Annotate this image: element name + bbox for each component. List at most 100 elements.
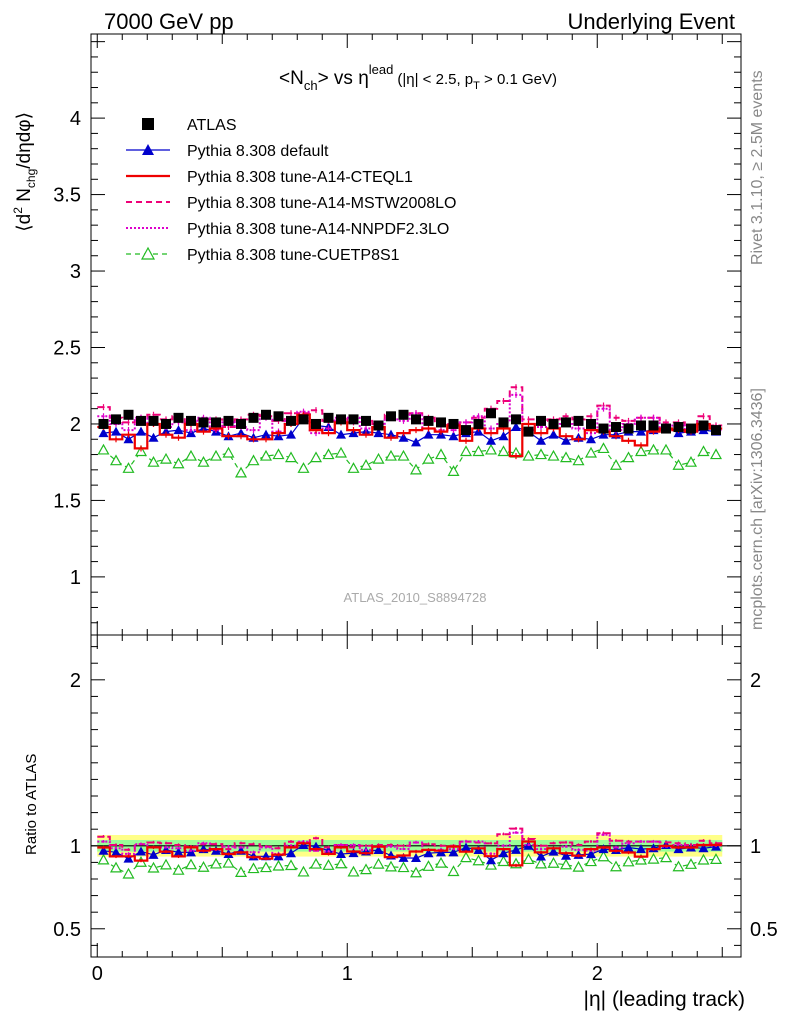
ratio-point-pythia-8-308-tune-a14-cteql1 — [577, 854, 580, 857]
main-point-pythia-8-308-tune-a14-cteql1 — [502, 427, 505, 430]
main-point-pythia-8-308-tune-cuetp8s1 — [472, 445, 485, 457]
main-point-pythia-8-308-tune-cuetp8s1 — [234, 466, 248, 478]
ratio-point-pythia-8-308-default — [623, 842, 634, 852]
ratio-point-pythia-8-308-tune-a14-cteql1 — [189, 846, 193, 849]
ratio-point-pythia-8-308-tune-cuetp8s1 — [222, 856, 235, 868]
main-point-pythia-8-308-default — [636, 426, 646, 436]
main-point-atlas — [486, 408, 496, 419]
main-point-atlas — [398, 409, 409, 420]
main-point-pythia-8-308-tune-a14-cteql1 — [464, 439, 468, 442]
ratio-point-pythia-8-308-tune-cuetp8s1 — [159, 858, 173, 870]
ratio-point-pythia-8-308-tune-a14-mstw2008lo — [227, 847, 230, 851]
ratio-point-pythia-8-308-tune-a14-mstw2008lo — [114, 843, 118, 847]
ratio-point-pythia-8-308-tune-a14-mstw2008lo — [102, 835, 105, 838]
ratio-point-pythia-8-308-tune-a14-cteql1 — [214, 847, 218, 851]
ratio-point-pythia-8-308-tune-a14-mstw2008lo — [327, 846, 330, 849]
main-point-pythia-8-308-tune-a14-nnpdf2-3lo — [464, 421, 468, 424]
main-point-atlas — [573, 415, 584, 426]
legend: ATLAS Pythia 8.308 default Pythia 8.308 tu… — [126, 117, 456, 264]
ratio-point-pythia-8-308-tune-a14-cteql1 — [177, 855, 180, 858]
ratio-point-pythia-8-308-tune-cuetp8s1 — [672, 860, 685, 872]
main-point-pythia-8-308-tune-a14-cteql1 — [652, 430, 655, 433]
main-point-pythia-8-308-tune-a14-nnpdf2-3lo — [102, 415, 105, 418]
main-point-pythia-8-308-tune-cuetp8s1 — [709, 448, 723, 460]
main-point-pythia-8-308-tune-cuetp8s1 — [609, 459, 623, 470]
main-point-atlas — [186, 415, 196, 426]
legend-marker-atlas — [142, 118, 154, 130]
main-point-atlas — [698, 420, 709, 431]
main-point-pythia-8-308-tune-a14-cteql1 — [439, 430, 443, 433]
ratio-point-pythia-8-308-tune-a14-nnpdf2-3lo — [327, 850, 330, 853]
main-point-pythia-8-308-default — [98, 428, 109, 438]
ratio-point-pythia-8-308-tune-a14-cteql1 — [102, 846, 105, 849]
ratio-point-pythia-8-308-tune-a14-mstw2008lo — [489, 842, 493, 845]
ratio-point-pythia-8-308-tune-cuetp8s1 — [359, 863, 373, 875]
main-y-tick-label: 4 — [70, 108, 81, 130]
main-point-pythia-8-308-tune-cuetp8s1 — [259, 449, 273, 461]
ratio-point-pythia-8-308-tune-a14-cteql1 — [614, 849, 618, 853]
ratio-point-pythia-8-308-tune-cuetp8s1 — [347, 865, 360, 877]
ratio-point-pythia-8-308-tune-a14-cteql1 — [677, 846, 680, 849]
ratio-point-pythia-8-308-tune-a14-nnpdf2-3lo — [227, 845, 230, 848]
ratio-point-pythia-8-308-tune-a14-cteql1 — [127, 855, 130, 858]
ratio-point-pythia-8-308-tune-a14-cteql1 — [439, 849, 443, 852]
main-point-pythia-8-308-tune-cuetp8s1 — [672, 459, 685, 470]
rivet-version-label: Rivet 3.1.10, ≥ 2.5M events — [749, 70, 766, 265]
main-point-pythia-8-308-tune-a14-mstw2008lo — [314, 408, 318, 412]
main-point-pythia-8-308-tune-a14-cteql1 — [177, 436, 180, 439]
main-point-pythia-8-308-tune-a14-cteql1 — [389, 436, 393, 439]
ratio-point-pythia-8-308-tune-a14-cteql1 — [514, 864, 518, 867]
ratio-point-pythia-8-308-tune-cuetp8s1 — [384, 860, 398, 872]
main-point-pythia-8-308-tune-a14-cteql1 — [364, 433, 368, 436]
main-point-pythia-8-308-tune-a14-nnpdf2-3lo — [477, 415, 480, 418]
main-point-pythia-8-308-tune-a14-mstw2008lo — [702, 415, 705, 418]
main-point-pythia-8-308-default — [111, 426, 121, 436]
main-point-pythia-8-308-tune-cuetp8s1 — [397, 449, 410, 461]
main-point-pythia-8-308-tune-a14-cteql1 — [539, 431, 543, 435]
main-point-atlas — [148, 415, 159, 426]
main-point-pythia-8-308-tune-cuetp8s1 — [434, 448, 448, 460]
main-point-pythia-8-308-default — [498, 431, 509, 441]
legend-label: Pythia 8.308 default — [187, 143, 329, 160]
main-point-pythia-8-308-tune-a14-cteql1 — [314, 428, 318, 432]
main-point-pythia-8-308-tune-a14-cteql1 — [627, 439, 630, 442]
ratio-point-pythia-8-308-tune-a14-mstw2008lo — [702, 839, 705, 842]
main-point-atlas — [586, 418, 596, 429]
main-y-tick-label: 1 — [70, 567, 81, 589]
ratio-point-pythia-8-308-tune-cuetp8s1 — [184, 858, 198, 870]
ratio-point-pythia-8-308-tune-cuetp8s1 — [334, 857, 348, 869]
ratio-point-pythia-8-308-tune-cuetp8s1 — [622, 855, 635, 867]
ratio-y-tick-label-right: 1 — [750, 836, 761, 858]
ratio-point-pythia-8-308-tune-cuetp8s1 — [559, 858, 573, 870]
ratio-point-pythia-8-308-tune-cuetp8s1 — [109, 861, 123, 873]
ratio-point-pythia-8-308-tune-a14-nnpdf2-3lo — [464, 840, 468, 843]
main-point-pythia-8-308-tune-a14-cteql1 — [252, 438, 255, 441]
ratio-point-pythia-8-308-tune-a14-nnpdf2-3lo — [602, 833, 605, 837]
main-point-pythia-8-308-tune-cuetp8s1 — [409, 463, 423, 475]
ratio-line-pythia-8-308-tune-a14-nnpdf2-3lo — [97, 831, 723, 855]
main-point-pythia-8-308-default — [423, 429, 434, 439]
ratio-point-pythia-8-308-tune-a14-nnpdf2-3lo — [402, 847, 405, 851]
main-point-atlas — [448, 418, 459, 429]
main-point-pythia-8-308-default — [123, 434, 134, 444]
main-point-pythia-8-308-tune-cuetp8s1 — [97, 443, 110, 455]
main-point-pythia-8-308-tune-cuetp8s1 — [659, 443, 673, 455]
main-point-pythia-8-308-tune-a14-cteql1 — [202, 430, 205, 433]
main-point-atlas — [298, 414, 309, 425]
ratio-point-pythia-8-308-tune-a14-mstw2008lo — [177, 843, 180, 847]
ratio-point-pythia-8-308-tune-a14-nnpdf2-3lo — [652, 840, 655, 843]
main-point-atlas — [648, 420, 659, 431]
main-point-pythia-8-308-default — [536, 435, 546, 445]
main-point-pythia-8-308-tune-a14-cteql1 — [589, 428, 593, 432]
main-point-pythia-8-308-tune-cuetp8s1 — [347, 462, 360, 473]
ratio-y-tick-label-right: 0.5 — [750, 919, 778, 941]
main-point-pythia-8-308-tune-a14-nnpdf2-3lo — [127, 428, 130, 432]
main-point-pythia-8-308-tune-cuetp8s1 — [372, 452, 385, 464]
main-point-pythia-8-308-tune-cuetp8s1 — [634, 445, 648, 457]
ratio-point-pythia-8-308-tune-a14-nnpdf2-3lo — [414, 841, 418, 844]
ratio-point-pythia-8-308-default — [123, 853, 134, 863]
ratio-point-pythia-8-308-tune-a14-cteql1 — [689, 846, 693, 849]
ratio-point-pythia-8-308-tune-a14-cteql1 — [539, 851, 543, 854]
main-point-pythia-8-308-tune-cuetp8s1 — [222, 446, 235, 458]
